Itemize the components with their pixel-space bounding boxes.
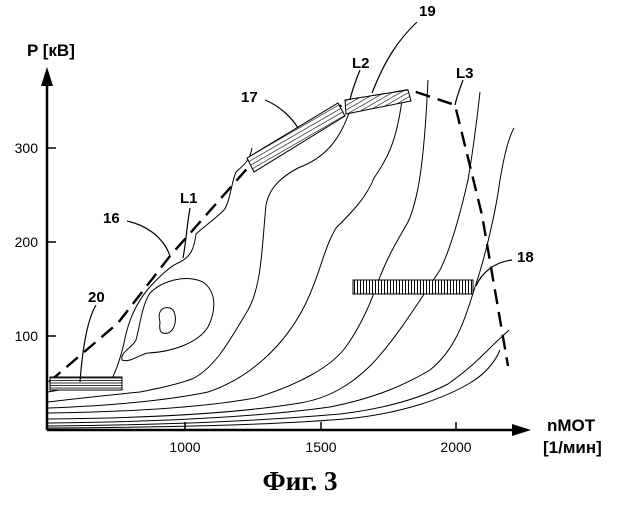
contour-mid xyxy=(48,110,350,402)
x-tick-label-2000: 2000 xyxy=(440,439,471,455)
contour-l1 xyxy=(48,148,252,392)
leader-lines xyxy=(80,22,512,382)
x-tick-label-1000: 1000 xyxy=(169,439,200,455)
x-tick-label-1500: 1500 xyxy=(305,439,336,455)
y-tick-label-100: 100 xyxy=(15,328,39,344)
full-load-curve xyxy=(49,90,508,382)
region-19 xyxy=(345,90,411,114)
region-20 xyxy=(50,377,122,390)
callout-16: 16 xyxy=(103,210,120,227)
y-tick-label-300: 300 xyxy=(15,140,39,156)
leader-19 xyxy=(372,22,417,93)
callout-17: 17 xyxy=(241,89,258,106)
callout-L1: L1 xyxy=(180,190,198,207)
leader-17 xyxy=(265,100,298,128)
leader-18 xyxy=(476,260,512,286)
y-tick-label-200: 200 xyxy=(15,234,39,250)
callout-19: 19 xyxy=(419,3,436,20)
x-axis-unit: [1/мин] xyxy=(543,438,602,457)
y-axis-arrow xyxy=(41,67,53,86)
contour-right-2 xyxy=(48,92,480,419)
region-17 xyxy=(247,103,345,172)
contour-lines xyxy=(48,80,514,428)
leader-16 xyxy=(127,221,170,256)
region-18 xyxy=(353,280,473,294)
callout-18: 18 xyxy=(517,249,534,266)
callout-L3: L3 xyxy=(456,65,474,82)
contour-upper xyxy=(48,100,402,408)
callout-L2: L2 xyxy=(352,55,370,72)
leader-L3 xyxy=(455,80,463,105)
callout-20: 20 xyxy=(88,289,105,306)
contour-right-1 xyxy=(48,80,428,413)
leader-L1 xyxy=(183,208,190,258)
contour-innermost xyxy=(159,308,175,334)
y-axis-title: P [кВ] xyxy=(27,41,75,60)
leader-L2 xyxy=(350,70,360,100)
x-axis-title: nMOT xyxy=(547,416,596,435)
figure-caption: Фиг. 3 xyxy=(263,466,338,496)
x-axis-arrow xyxy=(512,424,531,436)
contour-inner xyxy=(122,279,214,361)
